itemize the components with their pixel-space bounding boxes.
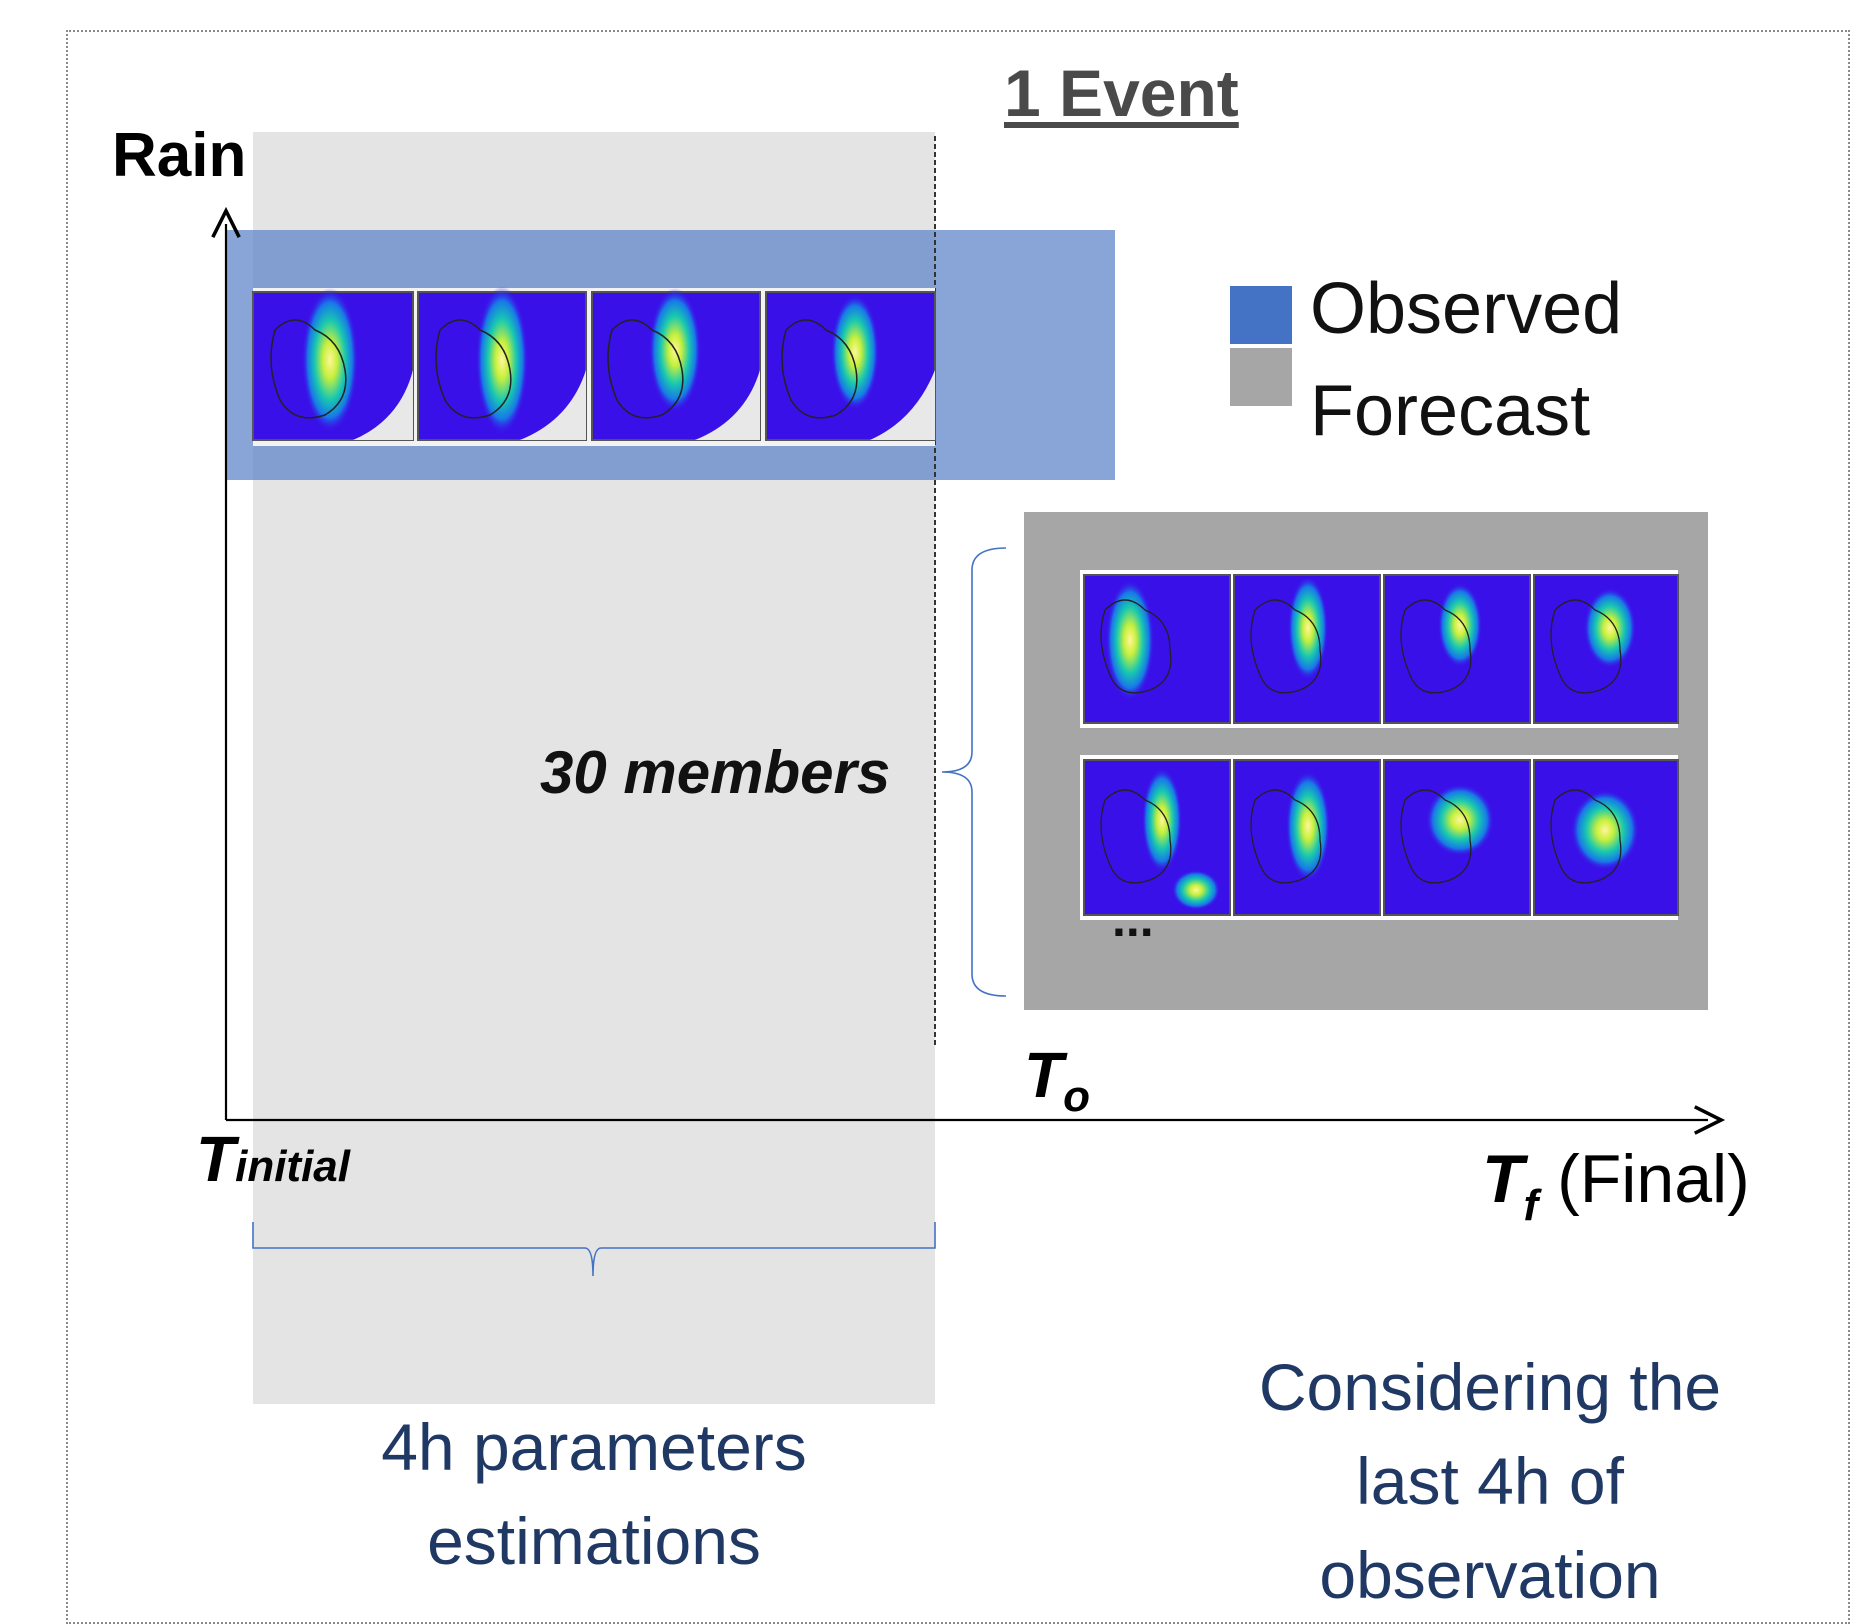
forecast-member-8 [1533, 759, 1679, 916]
forecast-member-2 [1233, 574, 1381, 724]
t-initial-main: T [196, 1123, 236, 1195]
t-final-label: Tf (Final) [1482, 1140, 1750, 1230]
estimation-caption: 4h parameters estimations [253, 1400, 935, 1588]
t-final-main: T [1482, 1141, 1524, 1217]
observation-caption-line-2: last 4h of [1356, 1444, 1624, 1518]
estimation-brace [252, 1222, 936, 1277]
legend-forecast-swatch [1230, 348, 1292, 406]
observed-radar-strip [252, 286, 936, 446]
t-zero-main: T [1024, 1039, 1064, 1111]
estimation-caption-line-2: estimations [427, 1504, 761, 1578]
t-zero-label: To [1024, 1038, 1090, 1121]
forecast-ensemble-grid [1080, 570, 1679, 920]
t-initial-sub: initial [235, 1142, 350, 1191]
t-final-sub: f [1523, 1181, 1539, 1230]
observation-caption: Considering the last 4h of observation [1170, 1340, 1810, 1622]
legend-observed-label: Observed [1310, 269, 1623, 349]
observation-caption-line-3: observation [1319, 1538, 1661, 1612]
t-zero-sub: o [1063, 1072, 1090, 1121]
forecast-member-5 [1083, 759, 1231, 916]
observed-frame-2 [417, 286, 587, 441]
t-final-suffix: (Final) [1557, 1141, 1750, 1217]
estimation-caption-line-1: 4h parameters [381, 1410, 807, 1484]
observed-frame-1 [252, 288, 414, 441]
forecast-member-3 [1383, 574, 1531, 724]
members-brace [941, 547, 1007, 997]
observed-frame-4 [765, 291, 936, 441]
figure-frame [66, 30, 1850, 1624]
forecast-member-6 [1233, 759, 1381, 916]
forecast-member-4 [1533, 574, 1679, 724]
y-axis-label: Rain [112, 121, 247, 190]
members-label: 30 members [540, 739, 891, 806]
t-initial-label: Tinitial [196, 1122, 350, 1196]
forecast-member-1 [1083, 574, 1231, 724]
observation-caption-line-1: Considering the [1258, 1350, 1722, 1424]
legend-observed-swatch [1230, 286, 1292, 344]
diagram-title: 1 Event [1004, 56, 1239, 130]
legend-forecast-label: Forecast [1310, 371, 1591, 451]
forecast-member-7 [1383, 759, 1531, 916]
ensemble-ellipsis: ... [1112, 891, 1154, 947]
observed-frame-3 [591, 288, 761, 441]
